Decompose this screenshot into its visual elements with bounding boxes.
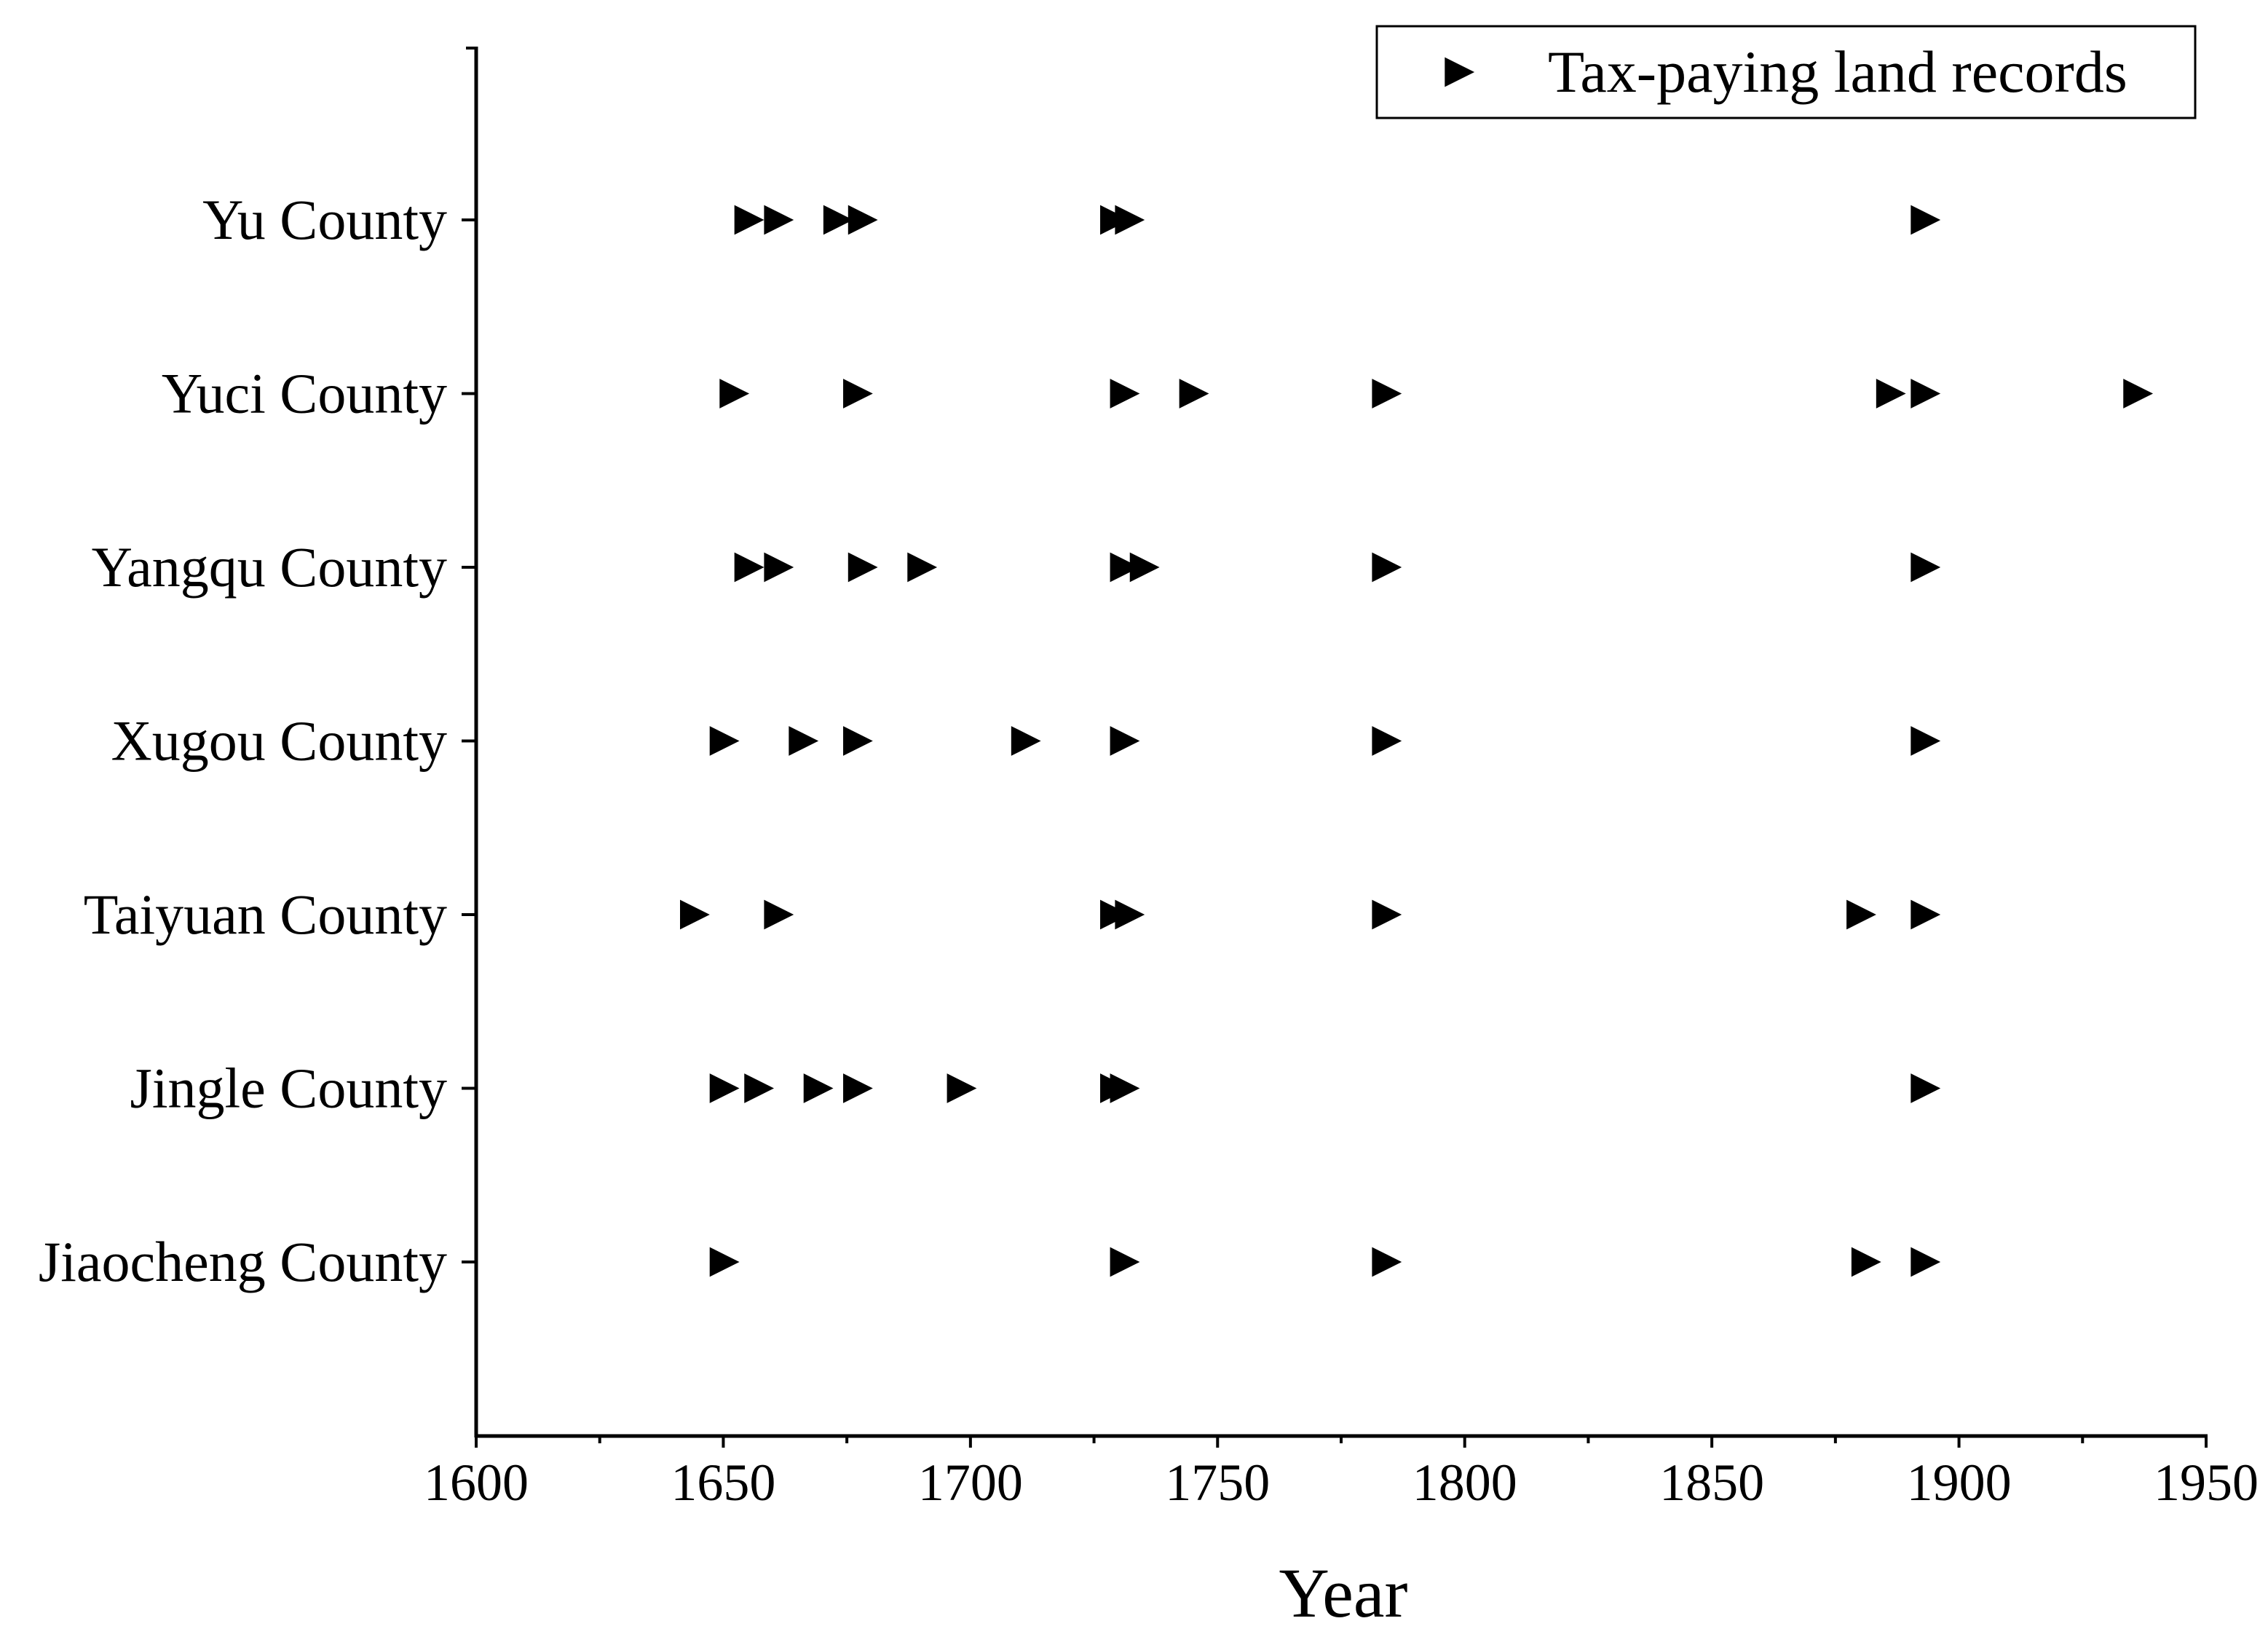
data-marker bbox=[843, 379, 873, 409]
data-marker bbox=[1911, 899, 1941, 930]
y-tick-label: Jiaocheng County bbox=[39, 1230, 447, 1293]
data-marker bbox=[1372, 1247, 1402, 1277]
data-marker bbox=[1372, 899, 1402, 930]
data-marker bbox=[764, 552, 794, 583]
legend-marker bbox=[1445, 57, 1475, 87]
data-marker bbox=[1115, 205, 1145, 235]
y-tick-label: Xugou County bbox=[111, 709, 447, 773]
data-marker bbox=[1110, 726, 1140, 756]
data-marker bbox=[764, 205, 794, 235]
data-marker bbox=[843, 1073, 873, 1103]
data-marker bbox=[1110, 1247, 1140, 1277]
data-marker bbox=[847, 552, 878, 583]
data-marker bbox=[1110, 379, 1140, 409]
x-ticks: 1600 1650 1700 1750 1800 1850 1900 1950 bbox=[424, 1436, 2259, 1512]
data-marker bbox=[1851, 1247, 1881, 1277]
data-marker bbox=[1011, 726, 1041, 756]
x-axis-label: Year bbox=[1279, 1554, 1408, 1632]
data-marker bbox=[734, 205, 764, 235]
data-markers bbox=[679, 205, 2154, 1277]
y-tick-label: Jingle County bbox=[130, 1057, 447, 1120]
data-marker bbox=[1372, 379, 1402, 409]
data-marker bbox=[1876, 379, 1906, 409]
y-tick-label: Yu County bbox=[202, 188, 447, 251]
data-marker bbox=[764, 899, 794, 930]
data-marker bbox=[1911, 726, 1941, 756]
data-marker bbox=[1179, 379, 1209, 409]
data-marker bbox=[1911, 205, 1941, 235]
x-tick-label: 1600 bbox=[424, 1453, 529, 1512]
data-marker bbox=[803, 1073, 834, 1103]
legend-box bbox=[1375, 25, 2197, 119]
data-marker bbox=[1372, 552, 1402, 583]
data-marker bbox=[709, 726, 740, 756]
data-marker bbox=[719, 379, 750, 409]
legend-label: Tax-paying land records bbox=[1548, 39, 2127, 105]
data-marker bbox=[1110, 552, 1140, 583]
x-tick-label: 1700 bbox=[918, 1453, 1023, 1512]
x-tick-label: 1750 bbox=[1165, 1453, 1270, 1512]
y-ticks: Yu County Yuci County Yangqu County Xugou C… bbox=[39, 188, 476, 1293]
data-marker bbox=[1115, 899, 1145, 930]
y-tick-label: Yangqu County bbox=[92, 535, 447, 599]
x-tick-label: 1950 bbox=[2154, 1453, 2259, 1512]
data-marker bbox=[907, 552, 938, 583]
data-marker bbox=[1129, 552, 1160, 583]
data-marker bbox=[1911, 1247, 1941, 1277]
data-marker bbox=[1911, 379, 1941, 409]
legend: Tax-paying land records bbox=[1375, 25, 2197, 119]
data-marker bbox=[789, 726, 819, 756]
data-marker bbox=[1846, 899, 1876, 930]
data-marker bbox=[709, 1247, 740, 1277]
data-marker bbox=[734, 552, 764, 583]
y-tick-label: Taiyuan County bbox=[84, 883, 447, 946]
y-tick-label: Yuci County bbox=[162, 362, 447, 425]
data-marker bbox=[1911, 1073, 1941, 1103]
data-marker bbox=[1911, 552, 1941, 583]
x-tick-label: 1800 bbox=[1412, 1453, 1517, 1512]
data-marker bbox=[823, 205, 853, 235]
data-marker bbox=[847, 205, 878, 235]
data-marker bbox=[709, 1073, 740, 1103]
data-marker bbox=[947, 1073, 977, 1103]
x-tick-label: 1900 bbox=[1907, 1453, 2012, 1512]
data-marker bbox=[2123, 379, 2154, 409]
x-tick-label: 1850 bbox=[1659, 1453, 1764, 1512]
data-marker bbox=[843, 726, 873, 756]
data-marker bbox=[1372, 726, 1402, 756]
data-marker bbox=[1110, 1073, 1140, 1103]
x-tick-label: 1650 bbox=[671, 1453, 775, 1512]
data-marker bbox=[744, 1073, 775, 1103]
data-marker bbox=[679, 899, 710, 930]
